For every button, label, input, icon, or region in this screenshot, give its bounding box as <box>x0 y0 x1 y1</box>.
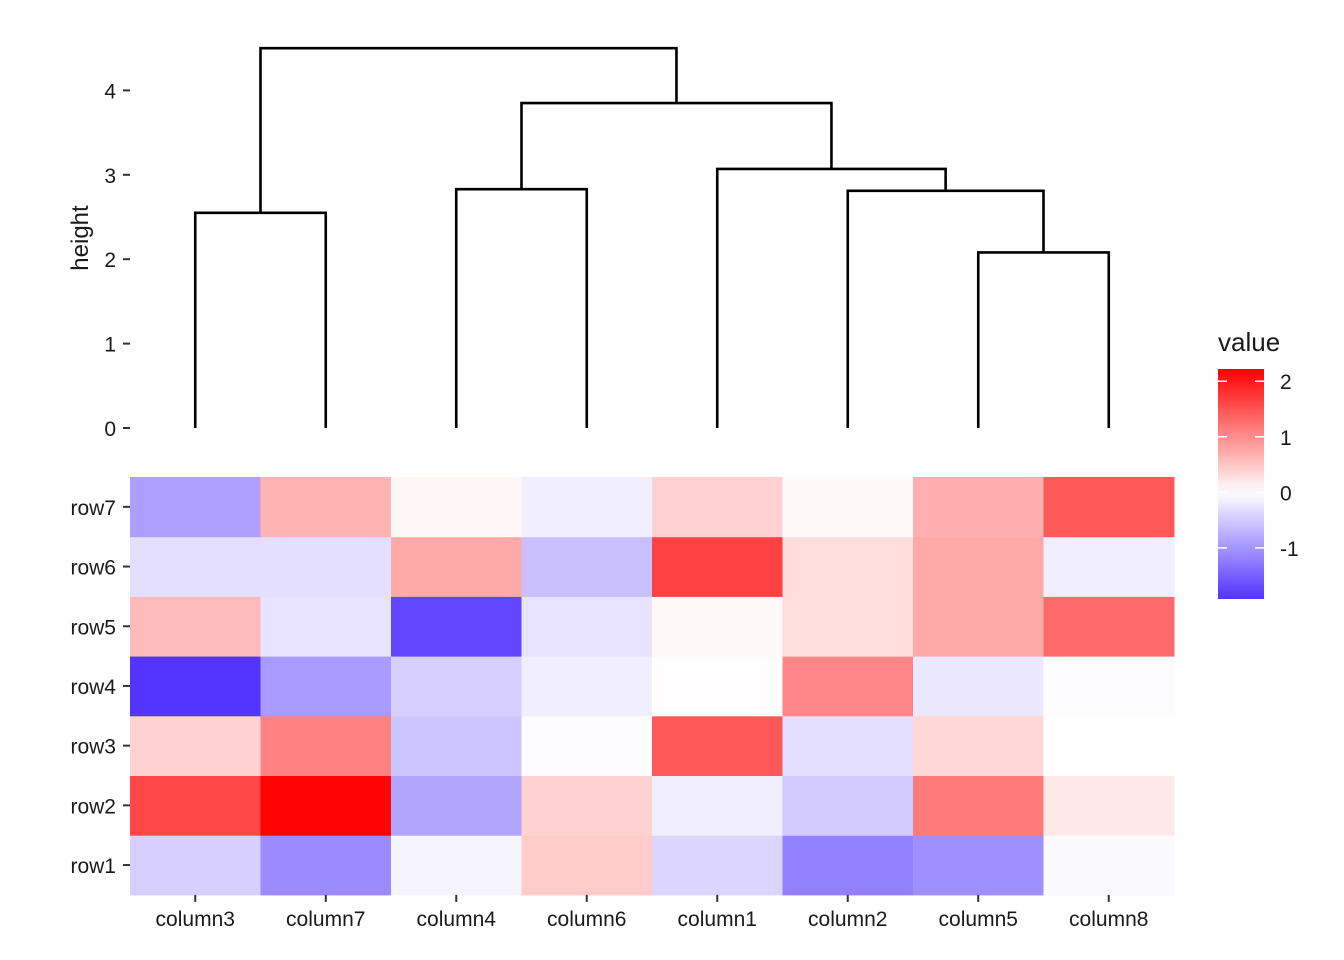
row-label: row4 <box>70 676 116 699</box>
heatmap-cell <box>521 596 653 657</box>
heatmap-cell <box>391 715 522 776</box>
row-label: row1 <box>70 855 116 878</box>
heatmap-cell <box>913 775 1044 836</box>
heatmap-cell <box>521 775 653 836</box>
heatmap-cell <box>130 715 261 776</box>
heatmap-cell <box>652 477 783 538</box>
heatmap-cell <box>652 536 783 597</box>
column-label: column3 <box>156 908 235 931</box>
heatmap-cell <box>913 477 1044 538</box>
heatmap-cell <box>521 715 653 776</box>
y-tick-label: 0 <box>104 418 116 441</box>
dendrogram-link-7 <box>259 46 678 213</box>
heatmap-cell <box>260 775 392 836</box>
heatmap-cell <box>782 656 914 717</box>
legend-tick-label: -1 <box>1280 538 1299 561</box>
heatmap-cell <box>1043 835 1175 896</box>
dendrogram-link-3 <box>976 251 1111 428</box>
heatmap-cell <box>782 835 914 896</box>
heatmap-cell <box>391 536 522 597</box>
legend-tick-label: 2 <box>1280 371 1292 394</box>
heatmap-cell <box>1043 775 1175 836</box>
heatmap-cell <box>782 715 914 776</box>
row-label: row5 <box>70 616 116 639</box>
dendrogram-panel <box>193 46 1111 428</box>
color-legend: value 2 1 0 -1 <box>1218 327 1299 599</box>
heatmap-cell <box>1043 656 1175 717</box>
y-tick-label: 1 <box>104 334 116 357</box>
heatmap-cell <box>782 775 914 836</box>
heatmap-cell <box>260 656 392 717</box>
heatmap-cell <box>521 835 653 896</box>
y-tick-label: 3 <box>104 165 116 188</box>
dendrogram-link-2 <box>454 187 589 428</box>
heatmap-cell <box>521 477 653 538</box>
heatmap-cell <box>130 835 261 896</box>
legend-color-bar <box>1218 369 1264 599</box>
heatmap-cell <box>913 715 1044 776</box>
dendrogram-link-1 <box>193 211 328 428</box>
dendrogram-y-axis: 0 1 2 3 4 <box>104 80 130 441</box>
heatmap-cell <box>130 656 261 717</box>
dendrogram-y-axis-label: height <box>67 205 94 271</box>
heatmap-cell <box>652 775 783 836</box>
heatmap-cell <box>782 596 914 657</box>
heatmap-cell <box>1043 536 1175 597</box>
heatmap-cell <box>652 715 783 776</box>
legend-tick-label: 0 <box>1280 482 1292 505</box>
heatmap-panel <box>130 477 1175 896</box>
row-label: row2 <box>70 795 116 818</box>
heatmap-cell <box>1043 715 1175 776</box>
heatmap-cell <box>913 596 1044 657</box>
heatmap-cell <box>913 536 1044 597</box>
column-label: column6 <box>547 908 626 931</box>
heatmap-cell <box>130 775 261 836</box>
heatmap-cell <box>521 656 653 717</box>
heatmap-cell <box>913 835 1044 896</box>
heatmap-cell <box>130 596 261 657</box>
y-tick-label: 2 <box>104 249 116 272</box>
row-label: row3 <box>70 736 116 759</box>
column-label: column1 <box>678 908 757 931</box>
heatmap-cell <box>260 715 392 776</box>
dendrogram-link-4 <box>846 189 1045 428</box>
legend-title: value <box>1218 327 1280 357</box>
heatmap-cell <box>521 536 653 597</box>
heatmap-cell <box>782 536 914 597</box>
dendrogram-link-5 <box>715 167 947 428</box>
legend-tick-label: 1 <box>1280 427 1292 450</box>
heatmap-cell <box>391 596 522 657</box>
column-label: column7 <box>286 908 365 931</box>
column-label: column8 <box>1069 908 1148 931</box>
heatmap-cell <box>652 835 783 896</box>
heatmap-cell <box>913 656 1044 717</box>
heatmap-cell <box>1043 596 1175 657</box>
column-label: column4 <box>417 908 497 931</box>
heatmap-cell <box>652 596 783 657</box>
heatmap-cell <box>260 835 392 896</box>
heatmap-cell <box>260 477 392 538</box>
row-label: row6 <box>70 557 116 580</box>
heatmap-cell <box>391 835 522 896</box>
row-label: row7 <box>70 497 116 520</box>
heatmap-cell <box>260 596 392 657</box>
legend-ticks: 2 1 0 -1 <box>1218 371 1299 561</box>
heatmap-cell <box>391 477 522 538</box>
column-label: column2 <box>808 908 887 931</box>
heatmap-row-axis: row1 row2 row3 row4 row5 row6 row7 <box>70 497 130 878</box>
heatmap-cell <box>391 656 522 717</box>
heatmap-cell <box>782 477 914 538</box>
heatmap-cell <box>130 477 261 538</box>
heatmap-column-axis: column3 column7 column4 column6 column1 colum… <box>156 894 1148 931</box>
heatmap-cell <box>391 775 522 836</box>
column-label: column5 <box>939 908 1018 931</box>
dendrogram-link-6 <box>520 101 833 190</box>
heatmap-cell <box>260 536 392 597</box>
y-tick-label: 4 <box>104 80 116 103</box>
heatmap-cell <box>130 536 261 597</box>
heatmap-cell <box>1043 477 1175 538</box>
heatmap-cell <box>652 656 783 717</box>
